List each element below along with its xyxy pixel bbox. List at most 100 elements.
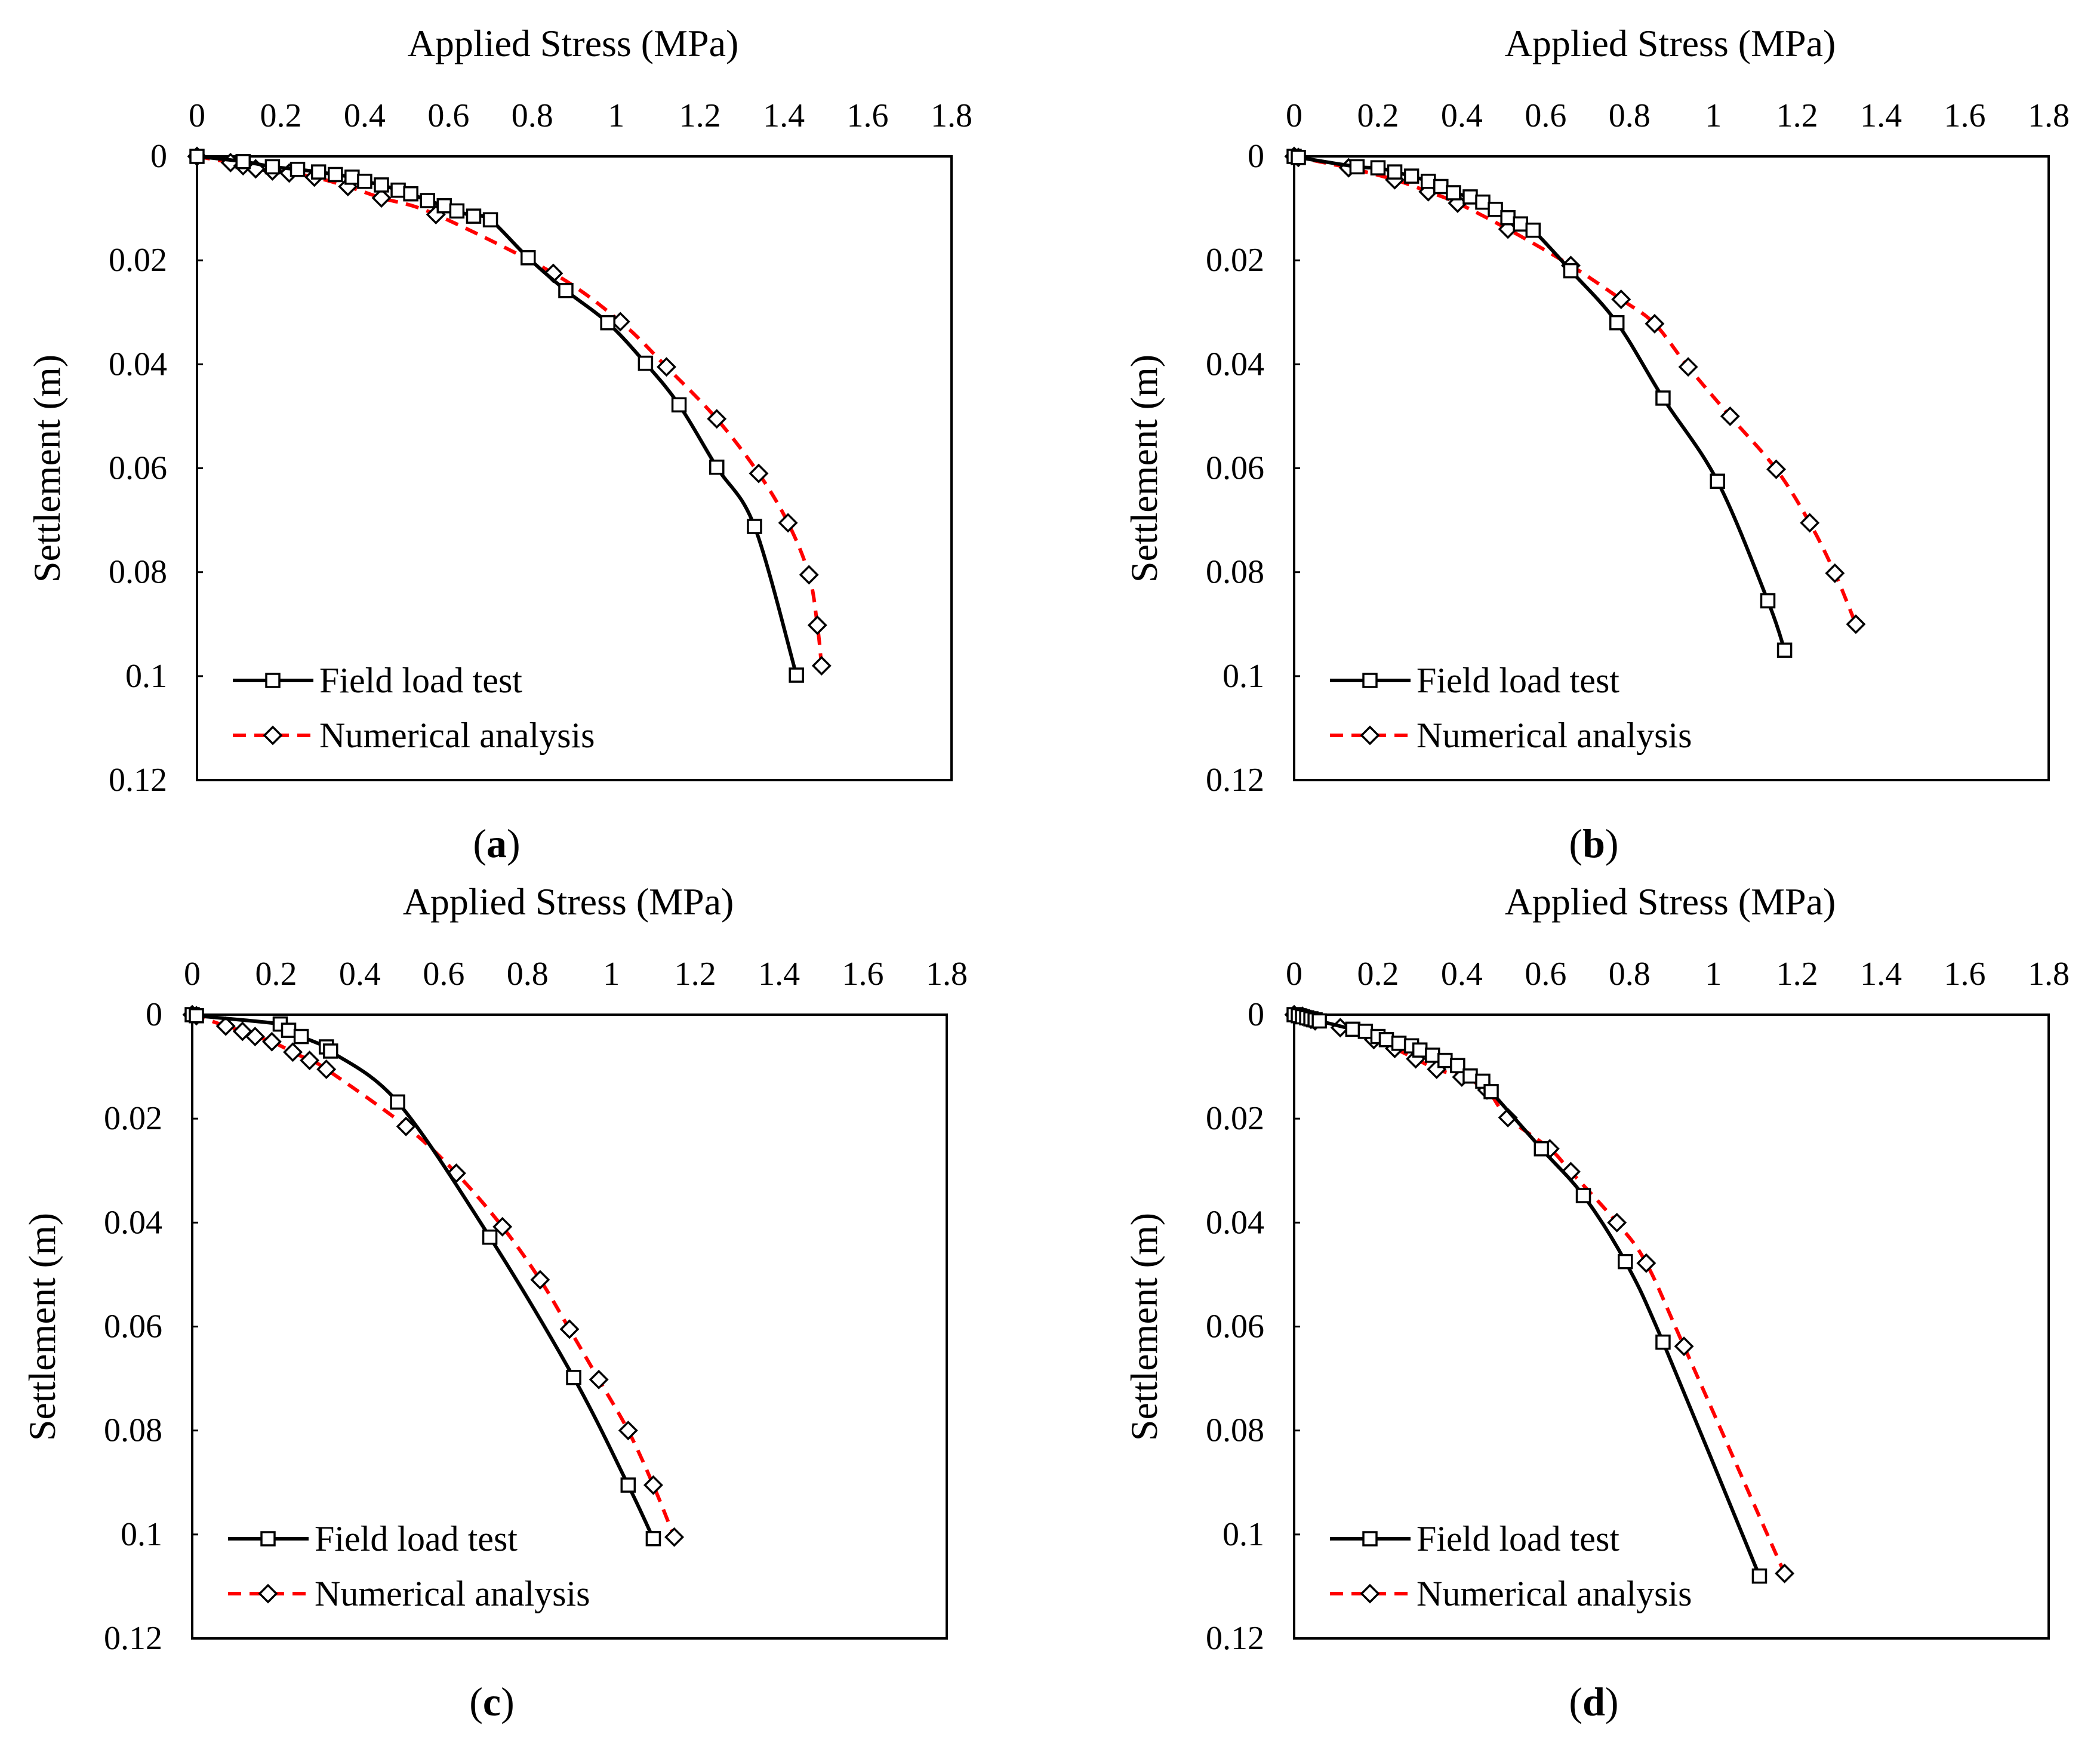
y-tick-labels: 0 0.02 0.04 0.06 0.08 0.1 0.12 — [1206, 996, 1300, 1657]
y-tick-label: 0.1 — [1223, 1516, 1264, 1553]
data-point-diamond — [1766, 459, 1787, 479]
series-layer — [1284, 1005, 1795, 1584]
x-tick-label: 1.4 — [758, 956, 800, 993]
legend-marker — [1360, 1584, 1380, 1604]
y-tick-label: 0 — [1248, 138, 1264, 175]
data-point-square — [558, 282, 574, 298]
panel-d: Applied Stress (MPa) Settlement (m) 0 0.2… — [1123, 880, 2070, 1724]
legend: Field load test Numerical analysis — [233, 661, 595, 755]
data-point-square — [1760, 593, 1776, 609]
data-point-square — [403, 186, 418, 202]
caption-close-paren: ) — [507, 821, 521, 866]
x-axis-title: Applied Stress (MPa) — [403, 880, 734, 923]
x-tick-label: 1.2 — [1776, 97, 1818, 134]
legend-marker — [265, 673, 281, 688]
data-point-diamond — [1611, 289, 1631, 309]
x-tick-label: 0.8 — [1609, 956, 1651, 993]
legend: Field load test Numerical analysis — [228, 1519, 590, 1613]
y-tick-label: 0.04 — [1206, 1204, 1264, 1241]
data-point-diamond — [664, 1527, 685, 1547]
x-tick-labels: 0 0.2 0.4 0.6 0.8 1 1.2 1.4 1.6 1.8 — [1286, 956, 2070, 993]
data-point-square — [374, 177, 389, 193]
data-point-square — [1575, 1188, 1591, 1203]
caption-open-paren: ( — [1569, 821, 1582, 866]
x-tick-label: 1 — [608, 97, 624, 134]
data-point-square — [1403, 168, 1419, 184]
data-point-square — [357, 174, 372, 189]
y-tick-label: 0.08 — [104, 1412, 162, 1449]
data-point-diamond — [749, 463, 769, 483]
legend-label: Field load test — [315, 1519, 518, 1558]
series-field-load-test — [1286, 1007, 1768, 1584]
y-tick-label: 0.12 — [104, 1620, 162, 1657]
data-point-square — [747, 519, 762, 534]
caption-close-paren: ) — [501, 1679, 515, 1724]
data-point-square — [789, 667, 804, 683]
legend-marker — [258, 1584, 278, 1604]
y-tick-label: 0.06 — [104, 1308, 162, 1345]
data-point-square — [1618, 1253, 1633, 1270]
data-point-diamond — [1846, 614, 1866, 634]
series-line — [1291, 154, 1858, 625]
panel-caption: (c) — [469, 1679, 515, 1724]
data-point-diamond — [643, 1475, 663, 1495]
data-point-square — [264, 159, 281, 175]
data-point-diamond — [371, 188, 392, 208]
y-tick-label: 0.02 — [1206, 1100, 1264, 1137]
data-point-diamond — [559, 1319, 580, 1339]
x-tick-label: 1.8 — [931, 97, 972, 134]
data-point-square — [1525, 222, 1541, 238]
data-point-diamond — [657, 357, 676, 377]
data-point-square — [482, 212, 498, 227]
y-tick-label: 0.06 — [1206, 450, 1264, 487]
x-tick-label: 0 — [1286, 956, 1303, 993]
y-tick-label: 0.04 — [1206, 346, 1264, 383]
y-tick-label: 0.12 — [109, 762, 167, 799]
data-point-diamond — [1800, 513, 1820, 533]
data-point-diamond — [316, 1059, 337, 1079]
y-tick-label: 0.02 — [109, 242, 167, 279]
y-tick-labels: 0 0.02 0.04 0.06 0.08 0.1 0.12 — [109, 138, 203, 799]
x-tick-label: 0.4 — [339, 956, 381, 993]
x-tick-label: 0 — [189, 97, 205, 134]
x-tick-label: 1.4 — [1860, 97, 1902, 134]
series-field-load-test — [1286, 149, 1793, 658]
y-tick-label: 0.08 — [1206, 554, 1264, 591]
x-tick-labels: 0 0.2 0.4 0.6 0.8 1 1.2 1.4 1.6 1.8 — [189, 97, 972, 134]
data-point-square — [1387, 164, 1403, 180]
y-axis-title: Settlement (m) — [1123, 1213, 1165, 1441]
data-point-square — [1563, 263, 1579, 279]
series-layer — [187, 146, 832, 683]
panel-caption: (a) — [473, 821, 520, 866]
panel-b: Applied Stress (MPa) Settlement (m) 0 0.2… — [1123, 22, 2070, 866]
x-tick-labels: 0 0.2 0.4 0.6 0.8 1 1.2 1.4 1.6 1.8 — [1286, 97, 2070, 134]
data-point-square — [600, 315, 615, 331]
x-tick-label: 0.6 — [1525, 97, 1566, 134]
x-tick-label: 1.6 — [1944, 956, 1986, 993]
x-axis-title: Applied Stress (MPa) — [408, 22, 739, 64]
x-tick-label: 0.6 — [423, 956, 464, 993]
data-point-square — [189, 1008, 204, 1024]
data-point-square — [189, 149, 205, 164]
data-point-square — [1378, 1032, 1394, 1048]
data-point-square — [1370, 160, 1386, 175]
y-tick-label: 0.1 — [1223, 658, 1264, 695]
data-point-diamond — [1645, 313, 1665, 334]
data-point-square — [1513, 216, 1528, 232]
data-point-square — [1345, 1021, 1361, 1037]
data-point-square — [1655, 390, 1671, 406]
x-axis-title: Applied Stress (MPa) — [1505, 22, 1836, 64]
data-point-square — [1424, 1048, 1440, 1063]
data-point-square — [645, 1531, 661, 1546]
y-tick-label: 0.06 — [1206, 1308, 1264, 1345]
legend: Field load test Numerical analysis — [1330, 1519, 1692, 1613]
data-point-diamond — [1775, 1563, 1795, 1584]
data-point-square — [1534, 1141, 1550, 1157]
caption-letter: a — [486, 821, 507, 866]
data-point-square — [1450, 1058, 1465, 1074]
y-tick-label: 0.12 — [1206, 762, 1264, 799]
data-point-square — [1357, 1024, 1374, 1039]
series-field-load-test — [189, 149, 804, 683]
data-point-diamond — [778, 513, 798, 533]
data-point-diamond — [811, 655, 832, 676]
